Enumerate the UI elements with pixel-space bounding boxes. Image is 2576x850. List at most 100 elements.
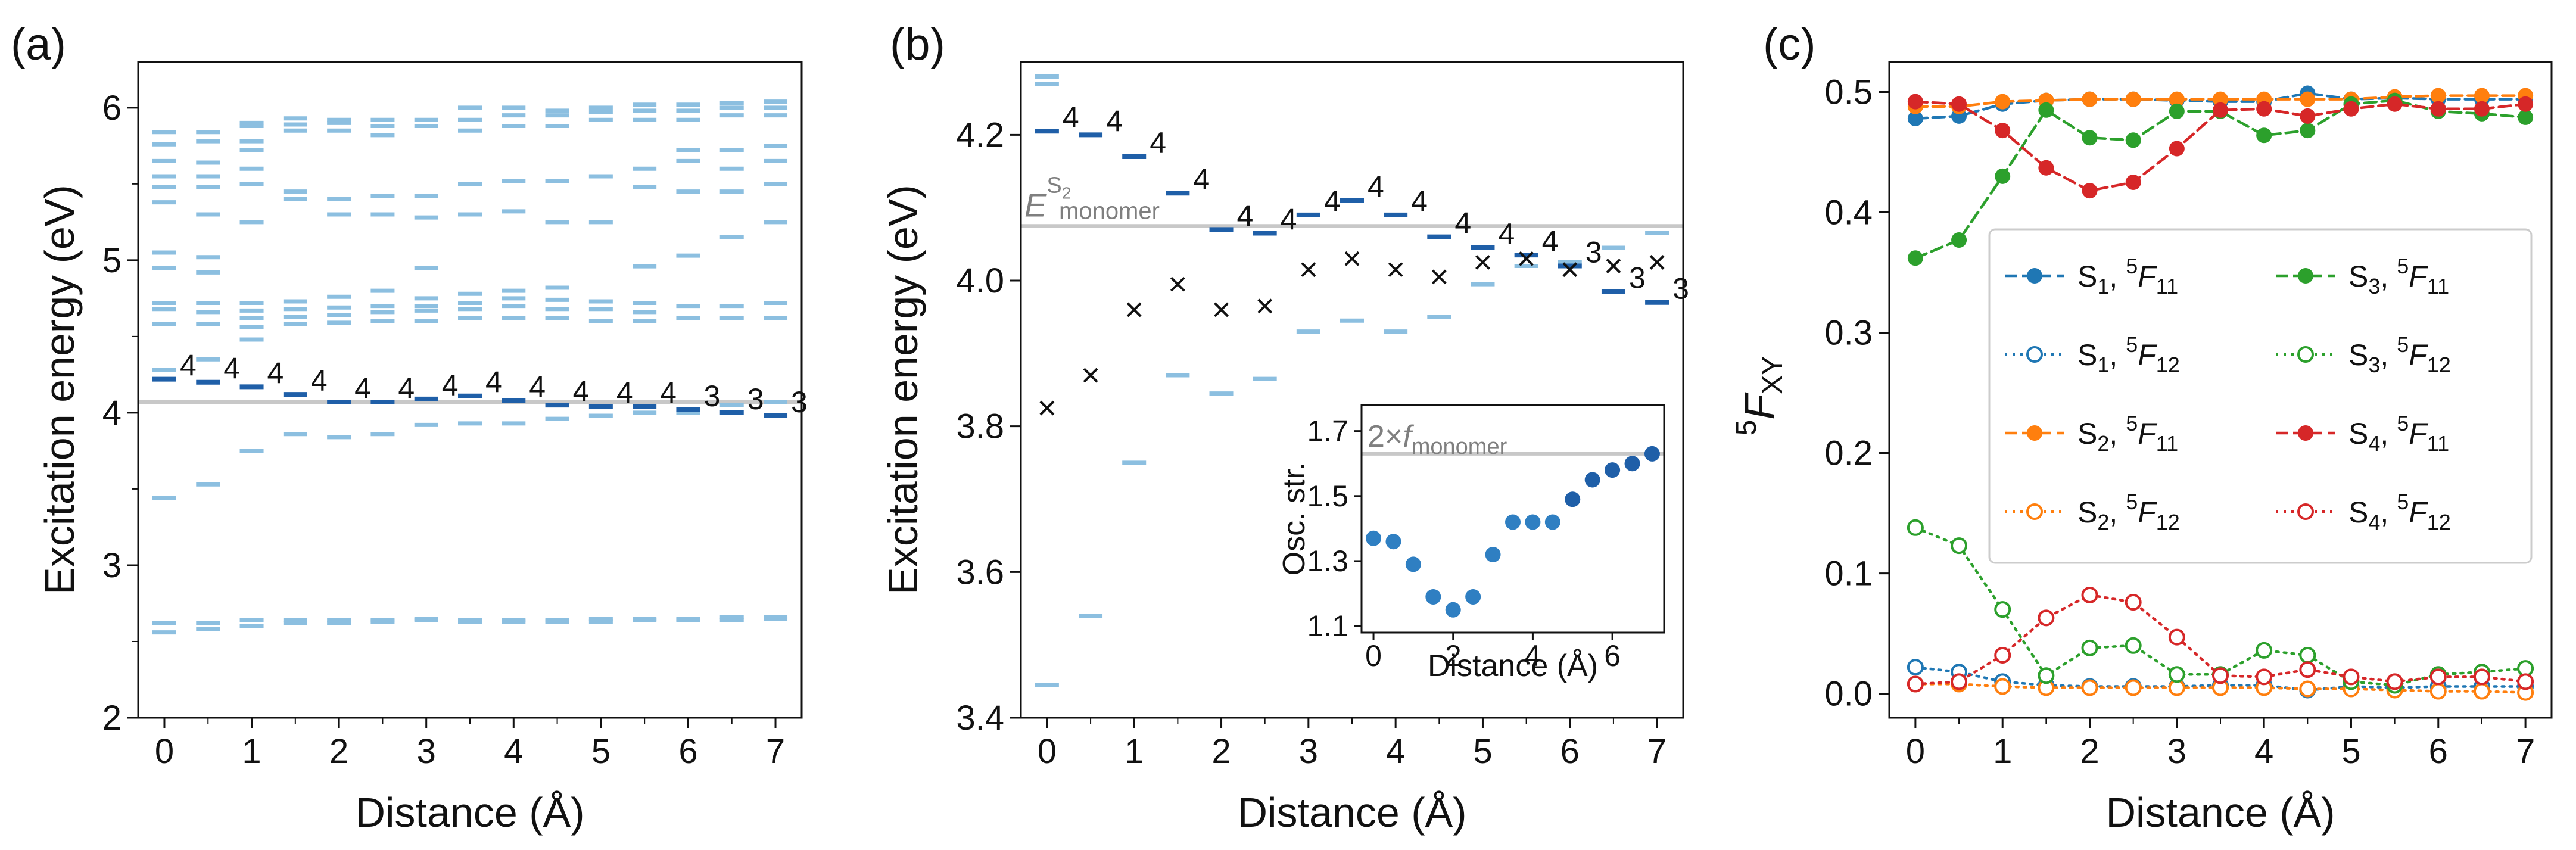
legend-prefix: 5 [2397,411,2409,435]
inset-reference-label: 2×fmonomer [1368,419,1507,459]
degeneracy-label: 4 [1454,207,1471,240]
panel-b-x-tick-label: 0 [1038,732,1057,771]
legend-entry: S1, 5F11 [2005,254,2178,298]
cross-marker [1214,302,1229,317]
legend-sub: 11 [2156,274,2178,298]
series-point [2343,668,2360,686]
panel-b-x-tick-label: 1 [1125,732,1144,771]
legend-entry: S4, 5F11 [2276,411,2449,456]
inset-plot: 2×fmonomer 0 2 4 6 1.1 1.3 1.5 1.7 Distance (Å) Os… [1277,404,1665,683]
series-point [2429,683,2447,700]
panel-c-x-tick-label: 1 [1993,732,2012,771]
series-point [2169,91,2185,107]
cross-marker [1431,269,1447,285]
cross-marker [1083,368,1098,383]
degeneracy-label: 4 [398,372,415,405]
cross-stroke [1344,251,1360,266]
panel-b-x-tick-label: 2 [1211,732,1231,771]
x-axis-label: Distance (Å) [1237,789,1466,836]
degeneracy-label: 4 [1368,170,1384,203]
cross-marker [1039,400,1055,416]
inset-reference-sub: monomer [1412,434,1507,459]
series-point [1995,94,2011,110]
degeneracy-label: 4 [616,376,633,410]
legend-label: S4, 5F12 [2348,490,2451,534]
legend-label: S2, 5F11 [2077,411,2178,456]
inset-point [1405,556,1421,572]
inset-point [1366,530,1382,546]
panel-c-x-tick-label: 4 [2254,732,2273,771]
inset-point [1425,589,1441,605]
series-point [1907,94,1923,110]
degeneracy-label: 4 [442,369,459,402]
cross-stroke [1257,298,1273,314]
legend-quantity: F [2138,496,2157,529]
legend-state-sub: 1 [2097,353,2109,377]
series-point [2125,679,2142,696]
panel-label: (c) [1763,19,1816,70]
series-point [2169,141,2185,157]
degeneracy-label: 4 [1193,163,1210,196]
legend-prefix: 5 [2126,490,2138,514]
panel-c-y-tick-label: 0.2 [1824,434,1873,473]
degeneracy-label: 4 [1063,101,1079,134]
legend-quantity: F [2409,260,2428,293]
degeneracy-label: 4 [1498,217,1515,251]
cross-marker [1519,251,1534,266]
panel-b-y-tick-label: 3.4 [956,699,1004,737]
series-point [1994,646,2011,664]
legend-separator: , [2109,417,2126,450]
degeneracy-label: 4 [1281,203,1297,236]
series-point [2038,160,2054,176]
series-4-12 [1907,586,2534,693]
panel-c-y-tick-label: 0.4 [1824,194,1873,232]
panel-c-x-tick-label: 0 [1906,732,1925,771]
y-axis-label-symbol: F [1736,392,1783,420]
inset-reference-symbol: f [1403,419,1414,454]
inset-x-tick-label: 4 [1525,639,1541,672]
series-point [2473,668,2490,686]
legend-state: S [2348,496,2368,529]
degeneracy-label: 4 [354,372,371,405]
legend-marker [2027,268,2042,284]
inset-point [1544,514,1560,530]
monomer-label-symbol: E [1024,186,1047,223]
y-axis-label: Excitation energy (eV) [880,185,926,595]
y-axis-label-presup: 5 [1731,420,1762,436]
inset-point [1644,446,1660,462]
series-line [1914,665,2527,692]
y-axis-label: Excitation energy (eV) [36,185,83,595]
degeneracy-label: 4 [311,364,328,397]
series-point [2518,109,2534,125]
panel-a-x-tick-label: 2 [329,732,348,771]
inset-point [1605,462,1621,478]
series-point [2474,88,2490,104]
series-point [2473,683,2490,700]
series-point [1994,678,2011,695]
legend-state-sub: 3 [2368,274,2380,298]
legend-label: S1, 5F12 [2077,332,2180,377]
series-point [2256,101,2272,117]
legend-separator: , [2109,260,2126,293]
y-axis-label-sub: XY [1757,356,1789,394]
legend-quantity: F [2409,417,2428,450]
panel-b-y-tick-label: 3.6 [956,553,1004,591]
series-point [2386,673,2403,690]
inset-point [1465,589,1481,605]
series-point [2125,637,2142,654]
legend-label: S2, 5F12 [2077,490,2180,534]
inset-point [1624,456,1640,472]
cross-stroke [1431,269,1447,285]
inset-y-tick-label: 1.5 [1307,480,1348,513]
inset-point [1385,534,1401,550]
legend-quantity: F [2138,260,2157,293]
legend-marker [2298,425,2313,441]
legend-separator: , [2380,496,2397,529]
cross-marker [1344,251,1360,266]
degeneracy-label: 4 [1150,126,1166,160]
legend-state-sub: 2 [2097,510,2109,534]
degeneracy-label: 4 [485,366,502,399]
series-point [1951,96,1967,112]
degeneracy-label: 4 [180,349,197,382]
